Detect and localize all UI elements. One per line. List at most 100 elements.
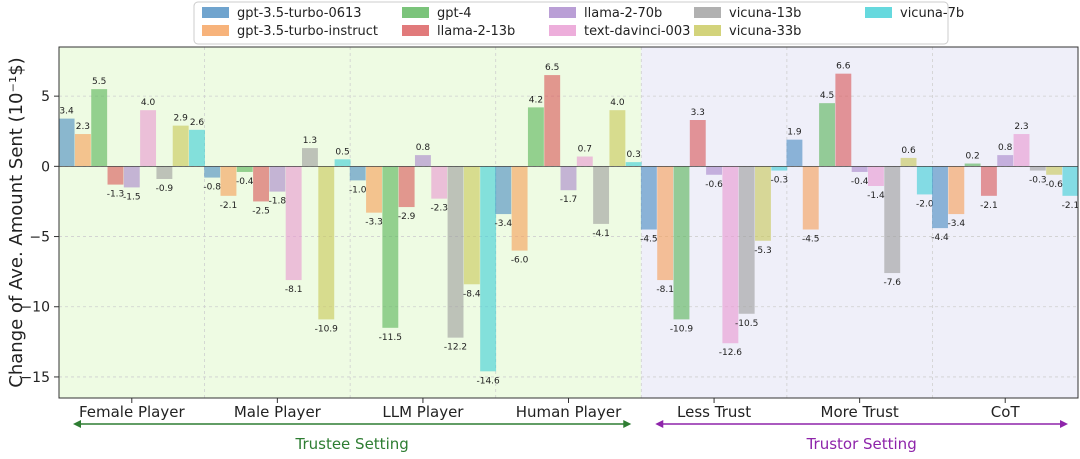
bar bbox=[884, 166, 901, 274]
bar bbox=[544, 75, 561, 167]
legend-swatch bbox=[549, 25, 576, 36]
data-label: -0.6 bbox=[705, 180, 723, 190]
data-label: 0.2 bbox=[965, 152, 979, 162]
group-arrow-head-right bbox=[623, 420, 632, 428]
data-label: 5.5 bbox=[92, 77, 106, 87]
bar bbox=[302, 148, 318, 167]
data-label: -1.3 bbox=[107, 190, 125, 200]
bar bbox=[625, 162, 642, 167]
bar bbox=[657, 166, 674, 281]
bar bbox=[867, 166, 884, 186]
bar bbox=[1046, 166, 1063, 175]
bar bbox=[1029, 166, 1046, 171]
data-label: 0.6 bbox=[901, 146, 916, 156]
bar bbox=[123, 166, 140, 188]
data-label: 3.4 bbox=[59, 107, 74, 117]
group-label: Trustor Setting bbox=[806, 435, 917, 453]
legend-swatch bbox=[402, 25, 429, 36]
group-arrow-head-left bbox=[655, 420, 664, 428]
legend-label: llama-2-70b bbox=[584, 6, 662, 21]
legend-label: llama-2-13b bbox=[437, 24, 515, 39]
bar bbox=[511, 166, 528, 251]
data-label: -4.4 bbox=[931, 233, 949, 243]
legend-swatch bbox=[694, 25, 721, 36]
bar bbox=[204, 166, 221, 178]
data-label: -4.5 bbox=[802, 235, 820, 245]
data-label: 6.6 bbox=[836, 62, 851, 72]
legend-label: vicuna-13b bbox=[729, 6, 801, 21]
bar bbox=[107, 166, 124, 185]
x-tick-label: Male Player bbox=[234, 403, 322, 421]
bar bbox=[269, 166, 286, 192]
bar bbox=[755, 166, 771, 241]
data-label: 3.3 bbox=[691, 108, 705, 118]
bar bbox=[771, 166, 788, 171]
data-label: -3.3 bbox=[365, 218, 383, 228]
bar bbox=[560, 166, 577, 191]
bar bbox=[593, 166, 610, 224]
legend-label: vicuna-7b bbox=[900, 6, 964, 21]
bar bbox=[948, 166, 965, 215]
legend-swatch bbox=[402, 7, 429, 18]
data-label: -7.6 bbox=[883, 278, 901, 288]
data-label: 2.6 bbox=[190, 118, 205, 128]
data-label: -1.7 bbox=[560, 195, 578, 205]
bar bbox=[640, 166, 657, 230]
group-arrow-head-left bbox=[73, 420, 81, 428]
x-tick-label: Human Player bbox=[516, 403, 622, 421]
data-label: -2.1 bbox=[980, 201, 998, 211]
legend-label: gpt-3.5-turbo-0613 bbox=[237, 6, 362, 21]
bar bbox=[802, 166, 819, 230]
data-label: 0.8 bbox=[998, 143, 1013, 153]
data-label: -5.3 bbox=[754, 246, 772, 256]
group-background-1 bbox=[641, 47, 1078, 398]
data-label: 1.3 bbox=[303, 136, 317, 146]
data-label: 4.5 bbox=[820, 91, 834, 101]
data-label: -1.8 bbox=[269, 197, 287, 207]
x-tick-label: More Trust bbox=[821, 403, 899, 421]
data-label: -2.3 bbox=[430, 204, 448, 214]
data-label: 0.3 bbox=[627, 150, 641, 160]
legend-label: gpt-3.5-turbo-instruct bbox=[237, 24, 378, 39]
y-tick-label: −5 bbox=[29, 230, 50, 246]
y-tick-label: −10 bbox=[20, 300, 50, 316]
bar bbox=[220, 166, 237, 196]
bar bbox=[431, 166, 448, 199]
data-label: -2.1 bbox=[1062, 201, 1080, 211]
bar bbox=[706, 166, 723, 175]
bar bbox=[140, 110, 157, 167]
data-label: -2.5 bbox=[252, 206, 270, 216]
legend-label: vicuna-33b bbox=[729, 24, 801, 39]
data-label: -0.8 bbox=[203, 183, 221, 193]
x-tick-label: LLM Player bbox=[382, 403, 464, 421]
data-label: 0.8 bbox=[416, 143, 431, 153]
data-label: -6.0 bbox=[511, 256, 529, 266]
data-label: 4.0 bbox=[141, 98, 156, 108]
data-label: -2.0 bbox=[916, 199, 934, 209]
bar bbox=[253, 166, 270, 202]
bar bbox=[1062, 166, 1079, 196]
bar bbox=[689, 120, 706, 167]
bar bbox=[349, 166, 366, 181]
bar bbox=[156, 166, 173, 179]
data-label: 2.3 bbox=[76, 122, 90, 132]
data-label: -1.4 bbox=[867, 191, 885, 201]
data-label: -1.0 bbox=[349, 185, 367, 195]
legend-box bbox=[193, 1, 949, 45]
data-label: 4.2 bbox=[529, 95, 543, 105]
data-label: -3.4 bbox=[948, 219, 966, 229]
bar bbox=[334, 159, 351, 167]
data-label: -0.9 bbox=[156, 184, 174, 194]
data-label: -14.6 bbox=[476, 376, 500, 386]
bar bbox=[318, 166, 335, 320]
bar bbox=[366, 166, 382, 213]
bar bbox=[964, 163, 981, 167]
data-label: -0.4 bbox=[236, 177, 254, 187]
data-label: 0.5 bbox=[335, 147, 349, 157]
legend-swatch bbox=[549, 7, 576, 18]
data-label: -8.4 bbox=[463, 289, 481, 299]
bar bbox=[236, 166, 253, 172]
bar bbox=[463, 166, 480, 285]
bar bbox=[189, 129, 205, 167]
